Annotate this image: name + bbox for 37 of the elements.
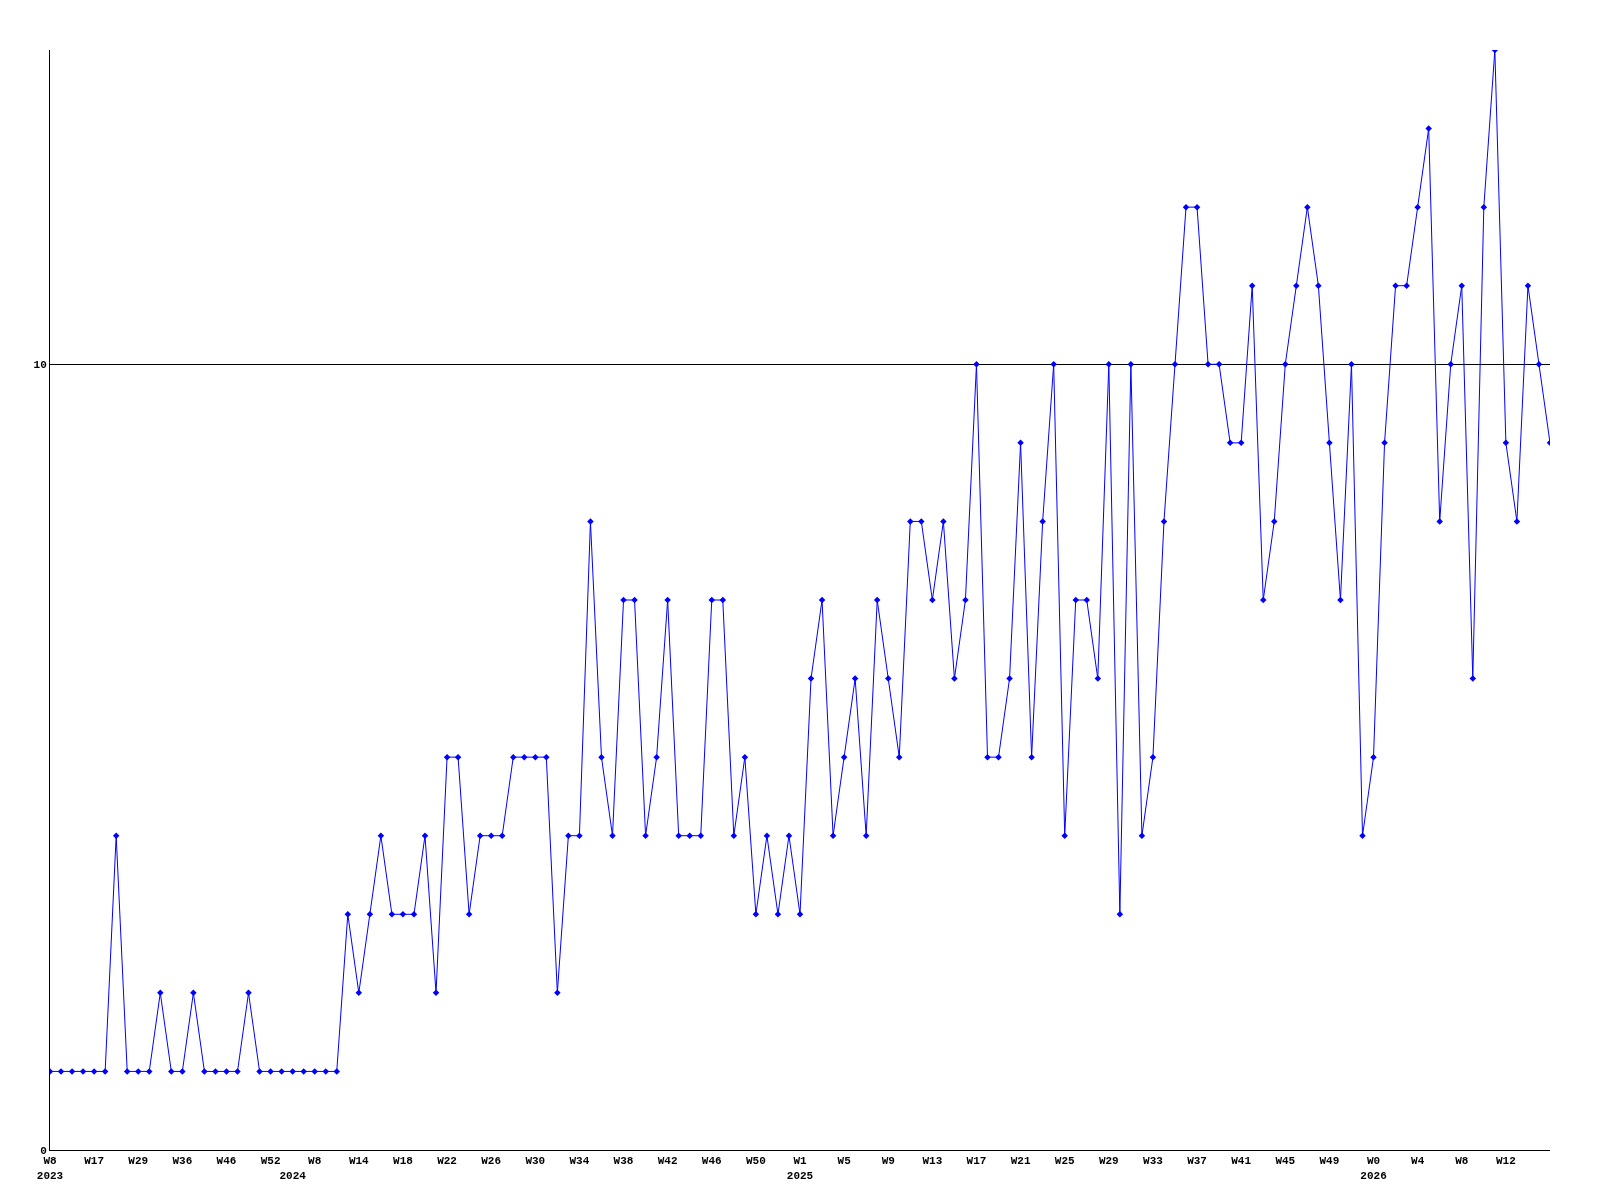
x-tick-label: W29: [128, 1155, 149, 1168]
x-tick-label: W46: [701, 1155, 722, 1168]
x-tick-label: W4: [1411, 1155, 1425, 1168]
x-tick-label: W14: [348, 1155, 370, 1168]
x-tick-label: W18: [393, 1155, 414, 1168]
x-tick-label: W29: [1098, 1155, 1119, 1168]
x-tick-label: W26: [481, 1155, 502, 1168]
x-tick-label: W25: [1054, 1155, 1076, 1168]
x-tick-label: W33: [1143, 1155, 1164, 1168]
x-tick-label: W22: [437, 1155, 457, 1168]
x-tick-label: W50: [745, 1155, 766, 1168]
x-tick-label: W36: [172, 1155, 193, 1168]
x-tick-label: W30: [525, 1155, 546, 1168]
x-tick-label: W21: [1010, 1155, 1031, 1168]
x-tick-label: W52: [260, 1155, 281, 1168]
x-tick-label: W8: [1455, 1155, 1469, 1168]
x-tick-label: W12: [1495, 1155, 1516, 1168]
x-tick-label: W5: [837, 1155, 852, 1168]
x-tick-label: 2024: [279, 1169, 307, 1182]
x-tick-label: W17: [966, 1155, 987, 1168]
x-tick-label: W41: [1231, 1155, 1252, 1168]
x-tick-label: W49: [1319, 1155, 1340, 1168]
x-tick-label: W13: [922, 1155, 943, 1168]
x-tick-label: W38: [613, 1155, 634, 1168]
y-tick-label: 0: [40, 1144, 47, 1157]
x-tick-label: W17: [84, 1155, 105, 1168]
x-tick-label: W34: [569, 1155, 590, 1168]
x-tick-label: W46: [216, 1155, 237, 1168]
x-tick-label: W8 2023: [36, 1155, 64, 1182]
x-tick-label: W0 2026: [1360, 1155, 1387, 1182]
x-tick-label: W1 2025: [786, 1155, 814, 1182]
x-tick-label: W42: [657, 1155, 678, 1168]
x-tick-label: W9: [881, 1155, 895, 1168]
x-tick-label: W8: [308, 1155, 322, 1168]
y-tick-label: 10: [33, 359, 47, 372]
x-tick-label: W45: [1275, 1155, 1296, 1168]
x-tick-label: W37: [1187, 1155, 1207, 1168]
